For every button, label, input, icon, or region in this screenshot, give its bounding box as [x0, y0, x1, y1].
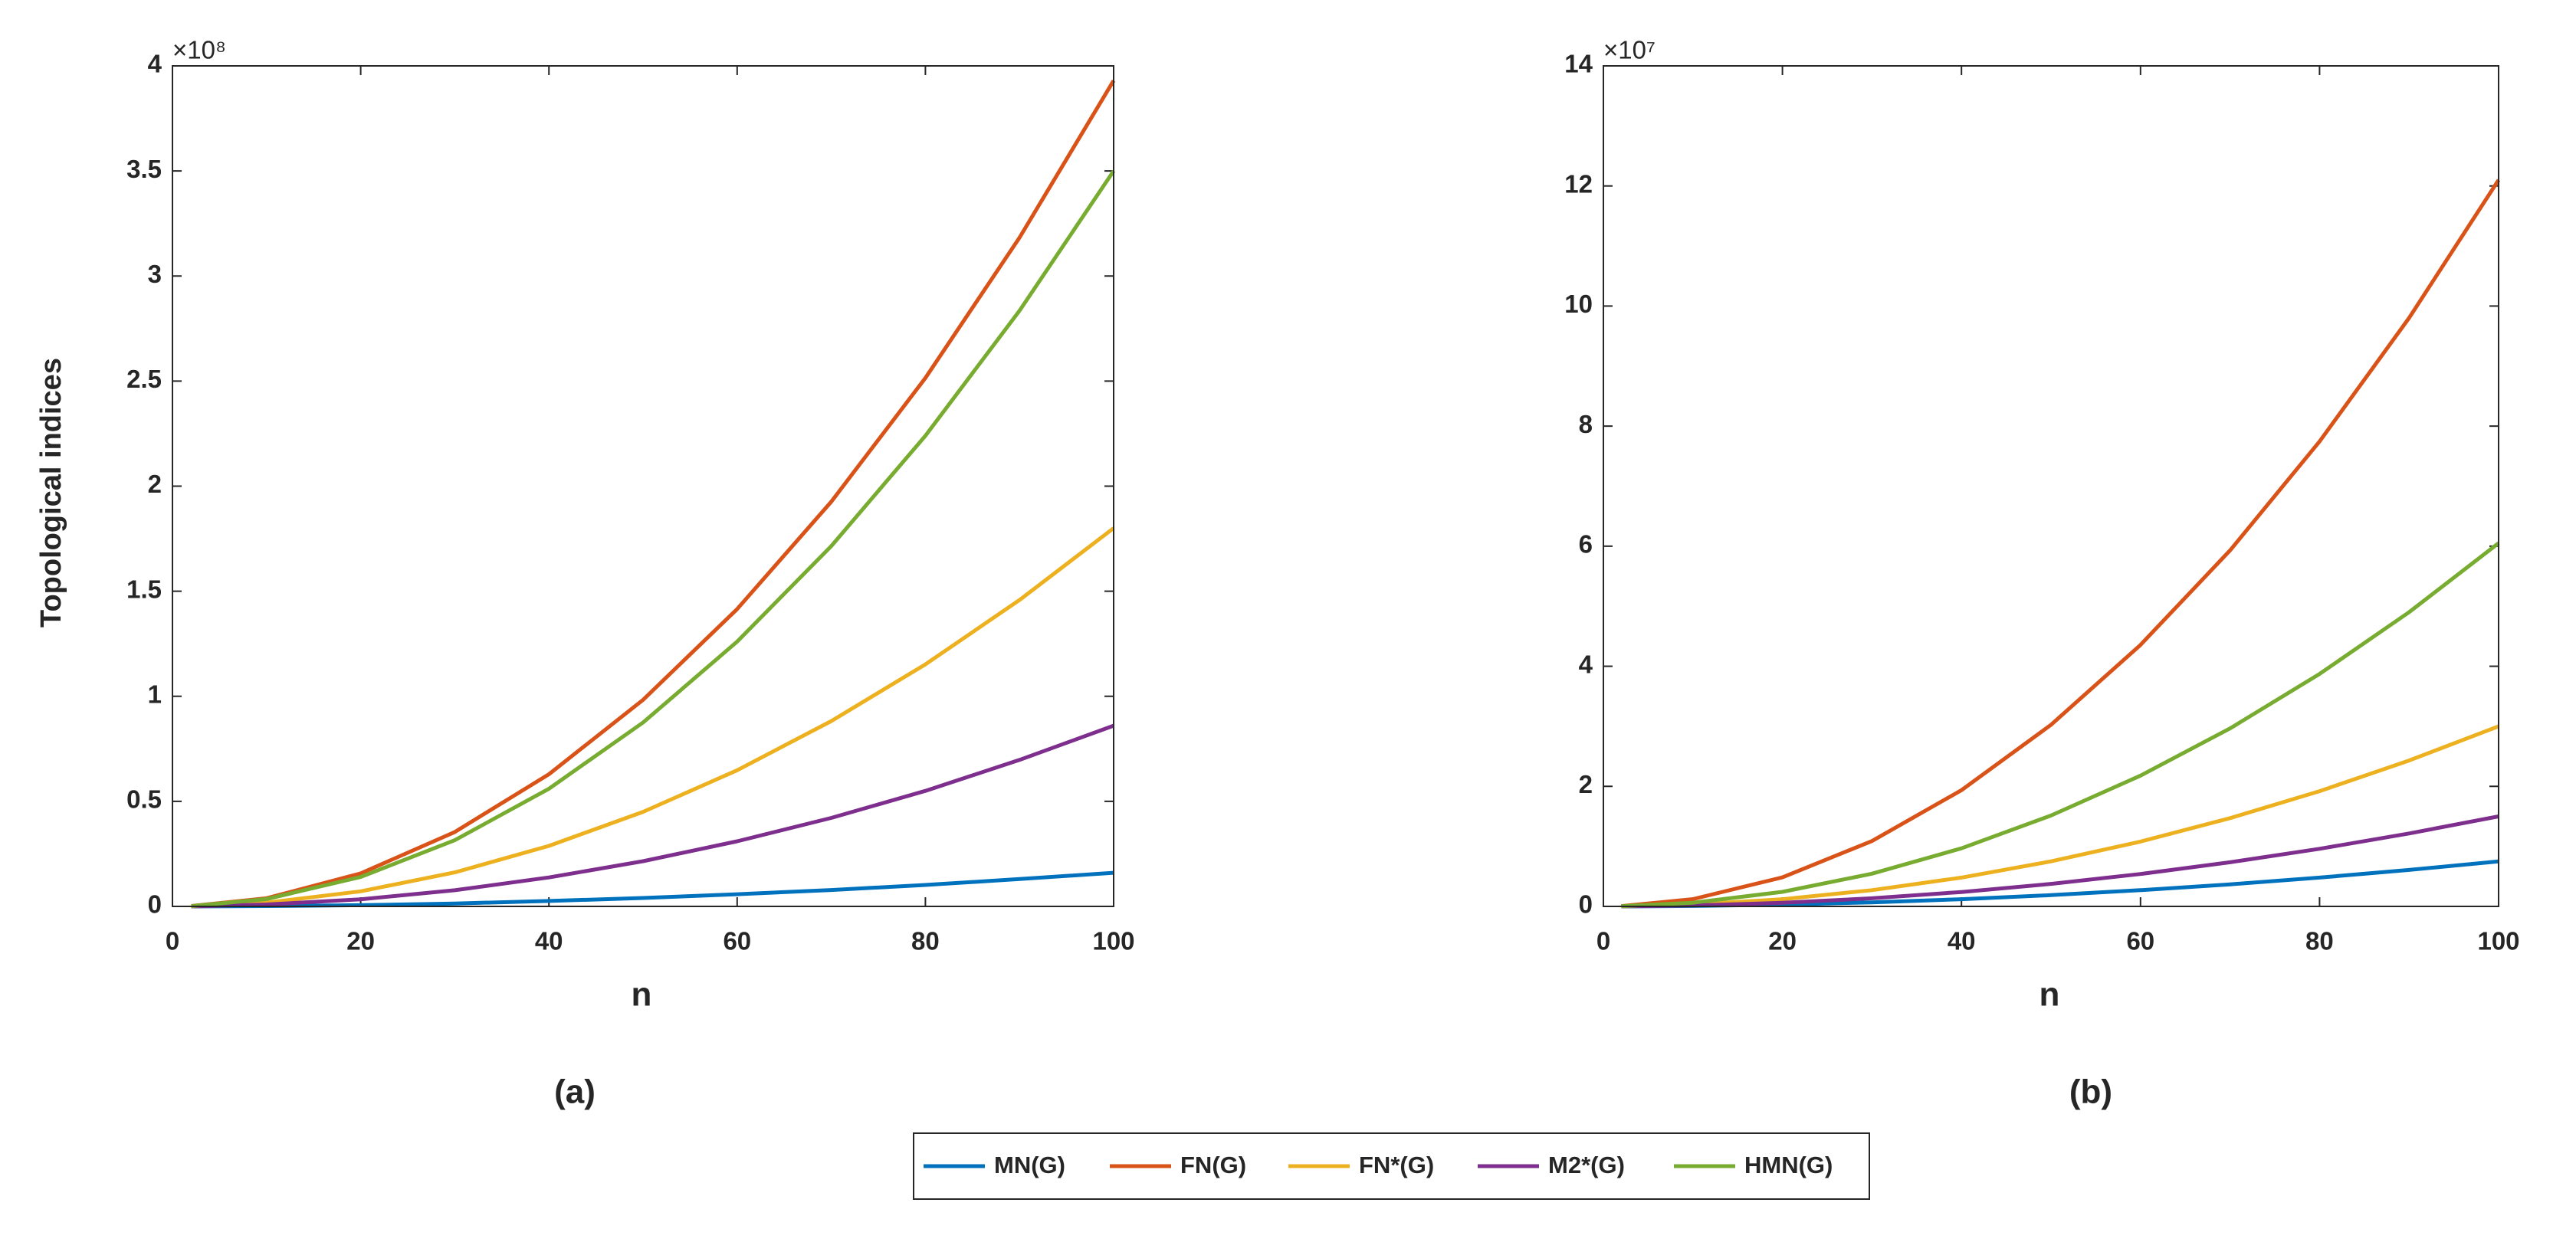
- x-tick-label: 80: [2305, 927, 2334, 955]
- x-axis-label: n: [632, 976, 652, 1014]
- legend-label: FN*(G): [1359, 1152, 1434, 1178]
- y-tick-label: 10: [1564, 290, 1593, 318]
- axes-box: [1603, 65, 2499, 907]
- x-tick-label: 0: [166, 927, 179, 955]
- y-tick-label: 0: [148, 890, 162, 919]
- x-tick-label: 80: [911, 927, 940, 955]
- y-axis-label: Topological indices: [35, 358, 67, 628]
- x-tick-label: 100: [2477, 927, 2519, 955]
- y-offset-text: ×10⁸: [172, 36, 226, 64]
- series-line: [191, 870, 1114, 909]
- legend-label: MN(G): [994, 1152, 1065, 1178]
- x-tick-label: 20: [1768, 927, 1797, 955]
- series-line: [191, 79, 1116, 908]
- plot-area: [172, 66, 1114, 906]
- y-tick-label: 0.5: [126, 785, 162, 814]
- y-tick-label: 1: [148, 680, 162, 708]
- series-line: [191, 723, 1114, 909]
- plot-area: [1603, 66, 2499, 906]
- legend: MN(G) FN(G) FN*(G) M2*(G) HMN(G): [913, 1132, 1870, 1200]
- y-tick-label: 2: [1579, 770, 1593, 798]
- series-line: [1621, 814, 2499, 909]
- y-tick-label: 8: [1579, 410, 1593, 438]
- series-line: [191, 526, 1115, 909]
- y-tick-label: 14: [1564, 50, 1593, 78]
- x-tick-label: 60: [2126, 927, 2154, 955]
- y-tick-label: 0: [1579, 890, 1593, 919]
- y-tick-label: 3.5: [126, 155, 162, 183]
- x-tick-label: 40: [535, 927, 563, 955]
- axes-box: [172, 65, 1114, 907]
- series-line: [1621, 541, 2500, 909]
- x-tick-label: 0: [1596, 927, 1610, 955]
- x-axis-label: n: [2039, 976, 2060, 1014]
- panel-label: (a): [554, 1073, 596, 1111]
- y-tick-label: 4: [148, 50, 162, 78]
- legend-label: HMN(G): [1744, 1152, 1833, 1178]
- panel-label: (b): [2069, 1073, 2112, 1111]
- x-tick-label: 40: [1948, 927, 1976, 955]
- x-tick-label: 100: [1092, 927, 1134, 955]
- series-line: [191, 169, 1116, 909]
- y-tick-label: 12: [1564, 169, 1593, 198]
- x-tick-label: 60: [723, 927, 751, 955]
- y-tick-label: 1.5: [126, 575, 162, 603]
- y-tick-label: 4: [1579, 650, 1593, 678]
- y-offset-text: ×10⁷: [1603, 36, 1656, 64]
- legend-label: M2*(G): [1548, 1152, 1625, 1178]
- x-tick-label: 20: [346, 927, 375, 955]
- series-line: [1621, 724, 2499, 909]
- y-tick-label: 2.5: [126, 365, 162, 393]
- series-line: [1621, 179, 2501, 909]
- legend-label: FN(G): [1180, 1152, 1246, 1178]
- y-tick-label: 3: [148, 260, 162, 288]
- y-tick-label: 6: [1579, 530, 1593, 559]
- y-tick-label: 2: [148, 470, 162, 498]
